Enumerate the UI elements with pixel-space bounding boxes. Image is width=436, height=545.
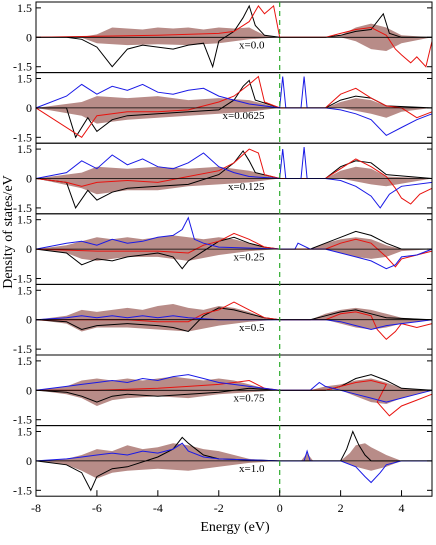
y-tick-label: 1.5 <box>17 424 32 438</box>
panel-label: x=1.0 <box>239 463 265 475</box>
series-red-line-3-3 <box>35 148 433 205</box>
series-black-line-5-2 <box>35 307 433 333</box>
x-axis-title: Energy (eV) <box>200 520 270 535</box>
y-tick-label: -1.5 <box>13 130 32 144</box>
panel-4: 1.5 0 -1.5 x=0.25 <box>13 213 433 286</box>
panel-5: 1.5 0 -1.5 x=0.5 <box>13 283 433 356</box>
panels-layer: 1.5 0 -1.5 x=0.0 1.5 0 -1.5 x=0.0625 1.5 0 -1.5 x=0… <box>13 1 433 497</box>
series-shaded-fill-5-1 <box>36 319 432 332</box>
y-tick-label: 1.5 <box>17 142 32 156</box>
y-tick-label: -1.5 <box>13 272 32 286</box>
y-tick-label: 1.5 <box>17 283 32 297</box>
panel-label: x=0.5 <box>239 322 265 334</box>
panel-label: x=0.0 <box>239 40 265 52</box>
y-tick-label: 0 <box>26 242 32 256</box>
panel-3: 1.5 0 -1.5 x=0.125 <box>13 142 433 215</box>
series-shaded-fill-5-0 <box>36 304 432 320</box>
series-shaded-fill-7-1 <box>36 460 432 479</box>
x-tick-label: 4 <box>399 501 405 515</box>
y-tick-label: 0 <box>26 101 32 115</box>
x-tick-label: -2 <box>214 501 224 515</box>
y-tick-label: 0 <box>26 313 32 327</box>
y-tick-label: -1.5 <box>13 201 32 215</box>
y-tick-label: -1.5 <box>13 413 32 427</box>
series-shaded-fill-4-1 <box>36 249 432 261</box>
y-tick-label: 0 <box>26 172 32 186</box>
panel-1: 1.5 0 -1.5 x=0.0 <box>13 1 433 74</box>
series-red-line-2-3 <box>35 75 433 138</box>
x-axis-ticks: -8 -6 -4 -2 0 2 4 <box>31 490 405 515</box>
series-blue-line-6-4 <box>35 374 433 403</box>
panel-2: 1.5 0 -1.5 x=0.0625 <box>13 71 433 144</box>
y-tick-label: 0 <box>26 454 32 468</box>
panel-6: 1.5 0 -1.5 x=0.75 <box>13 354 433 427</box>
x-tick-label: 2 <box>338 501 344 515</box>
series-shaded-fill-2-0 <box>36 96 432 108</box>
series-blue-line-7-3 <box>35 442 432 484</box>
panel-label: x=0.75 <box>233 393 264 405</box>
y-tick-label: -1.5 <box>13 483 32 497</box>
y-tick-label: 1.5 <box>17 213 32 227</box>
x-tick-label: -4 <box>153 501 163 515</box>
y-tick-label: 1.5 <box>17 1 32 15</box>
panel-label: x=0.0625 <box>222 110 264 122</box>
series-blue-line-3-4 <box>35 147 433 209</box>
series-blue-line-2-4 <box>35 76 433 137</box>
panel-label: x=0.25 <box>233 251 264 263</box>
series-shaded-fill-6-0 <box>36 376 432 391</box>
series-blue-line-4-4 <box>35 216 433 270</box>
panel-label: x=0.125 <box>228 181 265 193</box>
series-shaded-fill-3-1 <box>36 178 432 195</box>
panel-7: 1.5 0 -1.5 x=1.0 <box>13 424 433 497</box>
y-tick-label: 1.5 <box>17 71 32 85</box>
y-tick-label: -1.5 <box>13 60 32 74</box>
y-tick-label: 0 <box>26 383 32 397</box>
y-tick-label: 1.5 <box>17 354 32 368</box>
x-tick-label: -6 <box>92 501 102 515</box>
series-shaded-fill-1-0 <box>36 23 432 38</box>
series-black-line-7-2 <box>35 430 432 492</box>
x-tick-label: 0 <box>277 501 283 515</box>
y-tick-label: 0 <box>26 30 32 44</box>
series-shaded-fill-1-1 <box>36 37 432 51</box>
y-axis-title: Density of states/eV <box>1 175 16 289</box>
y-tick-label: -1.5 <box>13 342 32 356</box>
x-tick-label: -8 <box>31 501 41 515</box>
series-shaded-fill-7-0 <box>36 443 432 461</box>
